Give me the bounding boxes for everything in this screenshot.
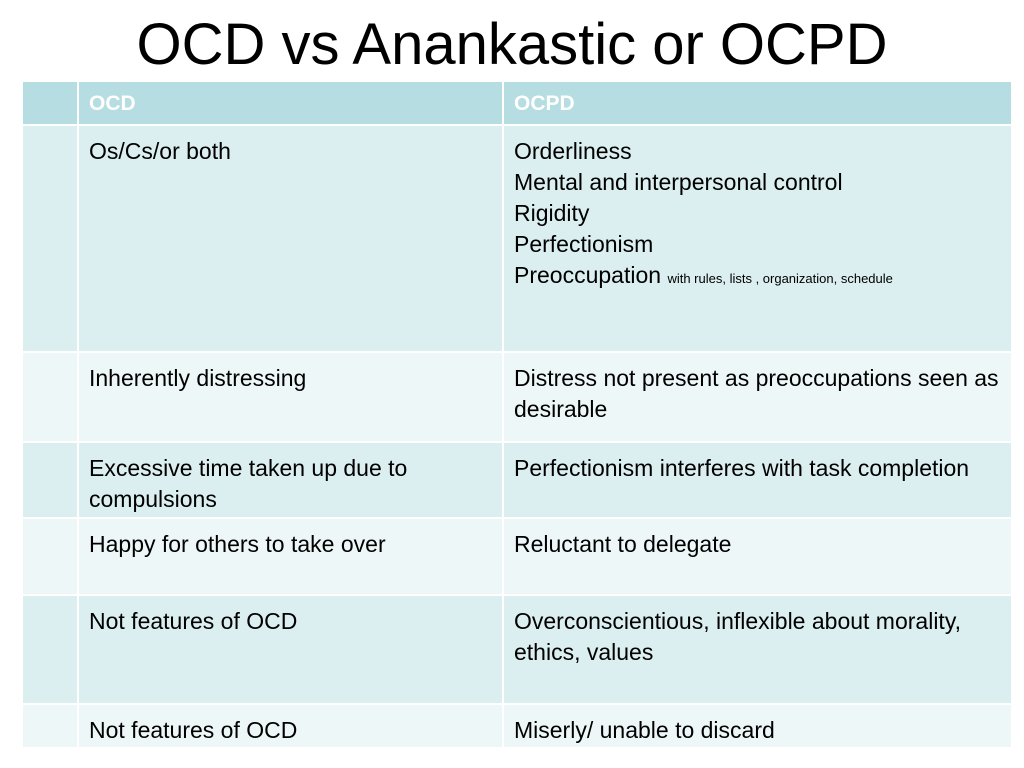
ocpd-line-small: with rules, lists , organization, schedu… [667, 271, 893, 286]
comparison-table: OCD OCPD Os/Cs/or both Orderliness Menta… [21, 80, 1013, 749]
header-cell-blank [21, 80, 79, 126]
ocpd-cell: Overconscientious, inflexible about mora… [502, 594, 1013, 705]
ocd-cell: Os/Cs/or both [77, 124, 504, 353]
ocpd-line: Perfectionism [514, 231, 654, 257]
table-row: Inherently distressing Distress not pres… [21, 351, 1013, 443]
ocpd-line-last: Preoccupation with rules, lists , organi… [514, 260, 1001, 294]
row-stub-cell [21, 351, 79, 443]
ocpd-cell: Perfectionism interferes with task compl… [502, 441, 1013, 519]
ocpd-cell: Distress not present as preoccupations s… [502, 351, 1013, 443]
row-stub-cell [21, 594, 79, 705]
ocd-cell: Happy for others to take over [77, 517, 504, 596]
ocd-cell: Not features of OCD [77, 703, 504, 749]
table-row: Not features of OCD Miserly/ unable to d… [21, 703, 1013, 749]
table-row: Os/Cs/or both Orderliness Mental and int… [21, 124, 1013, 353]
ocpd-line-main: Preoccupation [514, 262, 662, 288]
header-cell-ocpd: OCPD [502, 80, 1013, 126]
ocd-cell: Excessive time taken up due to compulsio… [77, 441, 504, 519]
row-stub-cell [21, 124, 79, 353]
header-cell-ocd: OCD [77, 80, 504, 126]
row-stub-cell [21, 703, 79, 749]
ocpd-line: Rigidity [514, 200, 590, 226]
ocpd-cell: Orderliness Mental and interpersonal con… [502, 124, 1013, 353]
slide-title: OCD vs Anankastic or OCPD [136, 12, 888, 77]
ocpd-line: Orderliness [514, 138, 632, 164]
table-row: Excessive time taken up due to compulsio… [21, 441, 1013, 519]
ocd-cell: Not features of OCD [77, 594, 504, 705]
table-row: Not features of OCD Overconscientious, i… [21, 594, 1013, 705]
row-stub-cell [21, 517, 79, 596]
table-row: Happy for others to take over Reluctant … [21, 517, 1013, 596]
comparison-table-container: OCD OCPD Os/Cs/or both Orderliness Menta… [21, 80, 1013, 749]
table-header-row: OCD OCPD [21, 80, 1013, 126]
ocpd-cell: Reluctant to delegate [502, 517, 1013, 596]
ocd-cell: Inherently distressing [77, 351, 504, 443]
ocpd-line: Mental and interpersonal control [514, 169, 843, 195]
ocpd-cell: Miserly/ unable to discard [502, 703, 1013, 749]
row-stub-cell [21, 441, 79, 519]
